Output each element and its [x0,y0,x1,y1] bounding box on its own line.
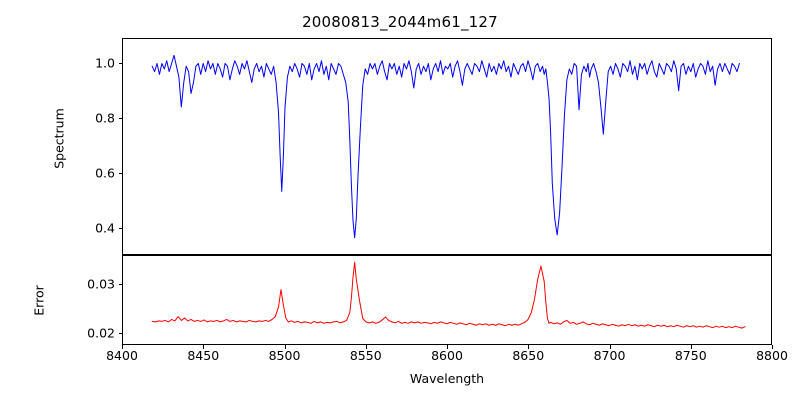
spectrum-line-series [123,39,771,254]
y-tick-label: 0.6 [95,165,115,181]
y-tick-mark [118,227,122,229]
x-tick-label: 8650 [512,348,545,363]
y-tick-mark [118,117,122,119]
x-tick-mark [122,345,123,349]
x-tick-mark [609,345,611,349]
x-tick-label: 8400 [106,348,138,363]
x-tick-mark [772,345,773,349]
y-tick-label: 1.0 [95,55,115,71]
x-tick-mark [528,345,530,349]
x-tick-mark [284,345,286,349]
y-tick-mark [118,283,122,285]
x-tick-mark [690,345,692,349]
x-tick-label: 8700 [593,348,626,363]
y-tick-label: 0.02 [87,325,115,341]
x-tick-label: 8600 [431,348,463,363]
spectrum-axis-label: Spectrum [51,108,67,169]
error-line-series [123,256,771,344]
error-plot-panel [122,255,772,345]
y-tick-label: 0.4 [95,220,115,236]
y-tick-label: 0.03 [87,276,115,292]
x-tick-label: 8450 [187,348,220,363]
page-title: 20080813_2044m61_127 [302,13,498,31]
y-tick-mark [118,332,122,334]
x-tick-label: 8550 [349,348,382,363]
spectrum-plot-panel [122,38,772,255]
x-axis-label: Wavelength [409,371,485,386]
x-tick-mark [447,345,448,349]
y-tick-mark [118,62,122,64]
x-tick-label: 8750 [674,348,707,363]
x-tick-label: 8800 [756,348,788,363]
x-tick-mark [203,345,205,349]
error-axis-label: Error [31,285,47,316]
y-tick-label: 0.8 [95,110,115,126]
y-tick-mark [118,172,122,174]
x-tick-mark [365,345,367,349]
x-tick-label: 8500 [268,348,301,363]
